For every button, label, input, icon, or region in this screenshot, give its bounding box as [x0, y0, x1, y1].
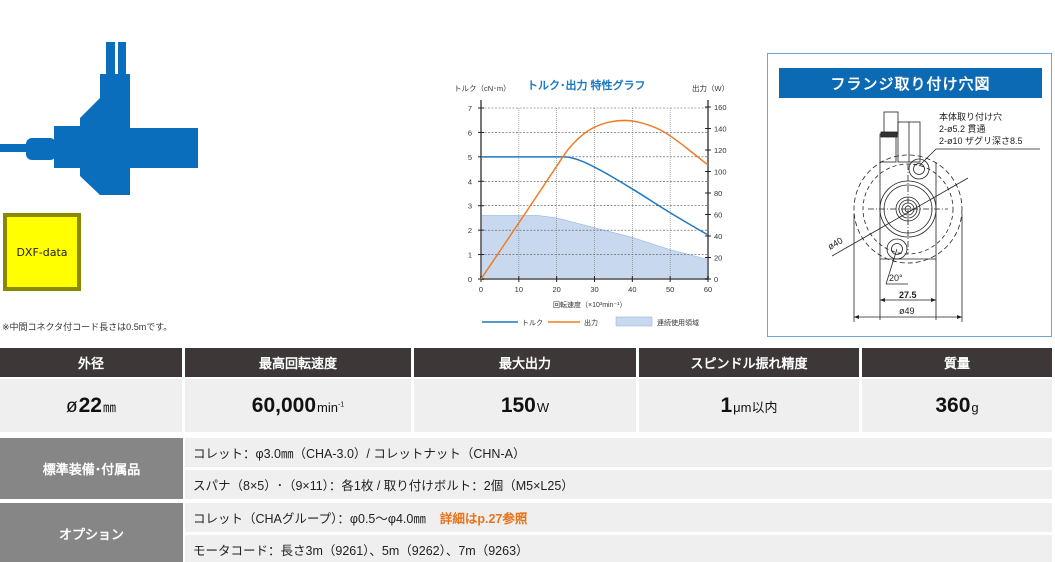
legend-output: 出力	[584, 318, 598, 327]
spec-value-diameter: ø 22 ㎜	[0, 377, 185, 432]
flange-title: フランジ取り付け穴図	[779, 68, 1042, 98]
standard-accessories-label: 標準装備･付属品	[0, 438, 183, 499]
svg-text:0: 0	[479, 285, 483, 294]
svg-text:60: 60	[704, 285, 712, 294]
option-line: コレット（CHAグループ）：φ0.5～φ4.0㎜ 詳細はp.27参照	[185, 503, 1052, 532]
svg-text:50: 50	[666, 285, 674, 294]
spec-header-runout: スピンドル振れ精度	[639, 348, 862, 377]
svg-text:160: 160	[714, 103, 727, 112]
dxf-data-button[interactable]: DXF-data	[3, 213, 81, 291]
standard-accessory-line: スパナ（8×5）･（9×11）：各1枚 / 取り付けボルト：2個（M5×L25）	[185, 470, 1052, 499]
svg-text:2: 2	[468, 226, 472, 235]
chart-title: トルク･出力 特性グラフ	[527, 78, 646, 92]
svg-text:40: 40	[628, 285, 636, 294]
spec-value-runout: 1 μm以内	[639, 377, 862, 432]
option-line: モータコード：長さ3m（9261）、5m（9262）、7m（9263）	[185, 535, 1052, 562]
flange-mount-panel: 本体取り付け穴 2-ø5.2 貫通 2-ø10 ザグリ深さ8.5 ø40 20°…	[767, 53, 1052, 337]
mount-note-line3: 2-ø10 ザグリ深さ8.5	[939, 135, 1023, 146]
svg-text:0: 0	[714, 275, 718, 284]
mount-note-line1: 本体取り付け穴	[939, 111, 1002, 122]
flange-drawing: 本体取り付け穴 2-ø5.2 貫通 2-ø10 ザグリ深さ8.5 ø40 20°…	[826, 111, 1040, 322]
spec-value-max-speed: 60,000 min-1	[185, 377, 414, 432]
cord-length-note: ※中間コネクタ付コード長さは0.5mです。	[2, 322, 173, 332]
y-right-label: 出力（W）	[692, 83, 729, 93]
option-collet-text: コレット（CHAグループ）：φ0.5～φ4.0㎜	[193, 512, 426, 526]
spec-header-row: 外径 最高回転速度 最大出力 スピンドル振れ精度 質量	[0, 348, 1052, 377]
svg-text:7: 7	[468, 104, 472, 113]
svg-text:0: 0	[468, 275, 472, 284]
svg-text:5: 5	[468, 153, 472, 162]
svg-text:80: 80	[714, 189, 722, 198]
spindle-motor-silhouette	[0, 42, 198, 195]
options: オプション コレット（CHAグループ）：φ0.5～φ4.0㎜ 詳細はp.27参照…	[0, 503, 1052, 562]
mount-note-line2: 2-ø5.2 貫通	[939, 124, 986, 134]
svg-text:20: 20	[552, 285, 560, 294]
svg-text:1: 1	[468, 251, 472, 260]
legend-torque: トルク	[522, 319, 543, 327]
svg-text:120: 120	[714, 146, 727, 155]
torque-output-chart: トルク（cN･m） トルク･出力 特性グラフ 出力（W） 0 1 2 3 4 5 6 7 0 20…	[440, 70, 750, 340]
x-axis-label: 回転速度（×10³min⁻¹）	[553, 300, 627, 309]
svg-text:30: 30	[590, 285, 598, 294]
spec-value-max-output: 150 W	[414, 377, 639, 432]
svg-text:20: 20	[714, 254, 722, 263]
svg-text:4: 4	[468, 177, 472, 186]
spec-header-diameter: 外径	[0, 348, 185, 377]
svg-text:60: 60	[714, 211, 722, 220]
y-left-label: トルク（cN･m）	[454, 84, 511, 93]
standard-accessories: 標準装備･付属品 コレット：φ3.0㎜（CHA-3.0）/ コレットナット（CH…	[0, 438, 1052, 499]
svg-text:3: 3	[468, 202, 472, 211]
details-page-link[interactable]: 詳細はp.27参照	[439, 512, 528, 526]
dim-width: 27.5	[899, 290, 917, 300]
svg-text:6: 6	[468, 128, 472, 137]
spec-header-max-speed: 最高回転速度	[185, 348, 414, 377]
svg-text:140: 140	[714, 125, 727, 134]
plot-area: 0 1 2 3 4 5 6 7 0 20 40 60 80 100 120 140 160 0 10 20 30 40 50…	[468, 100, 727, 294]
svg-text:100: 100	[714, 168, 727, 177]
spec-table: 外径 最高回転速度 最大出力 スピンドル振れ精度 質量 ø 22 ㎜ 60,000 m…	[0, 348, 1052, 432]
chart-legend: トルク 出力 連続使用領域	[482, 316, 699, 327]
svg-text:40: 40	[714, 232, 722, 241]
dim-outer: ø49	[899, 306, 915, 316]
spec-value-mass: 360 g	[862, 377, 1052, 432]
spec-header-mass: 質量	[862, 348, 1052, 377]
legend-continuous-area: 連続使用領域	[657, 318, 699, 327]
options-label: オプション	[0, 503, 183, 562]
spec-header-max-output: 最大出力	[414, 348, 639, 377]
spec-value-row: ø 22 ㎜ 60,000 min-1 150 W 1 μm以内 360 g	[0, 377, 1052, 432]
product-image	[0, 42, 198, 195]
svg-text:10: 10	[515, 285, 523, 294]
dim-pcd: ø40	[826, 235, 844, 251]
dim-angle: 20°	[889, 273, 903, 283]
standard-accessory-line: コレット：φ3.0㎜（CHA-3.0）/ コレットナット（CHN-A）	[185, 438, 1052, 467]
